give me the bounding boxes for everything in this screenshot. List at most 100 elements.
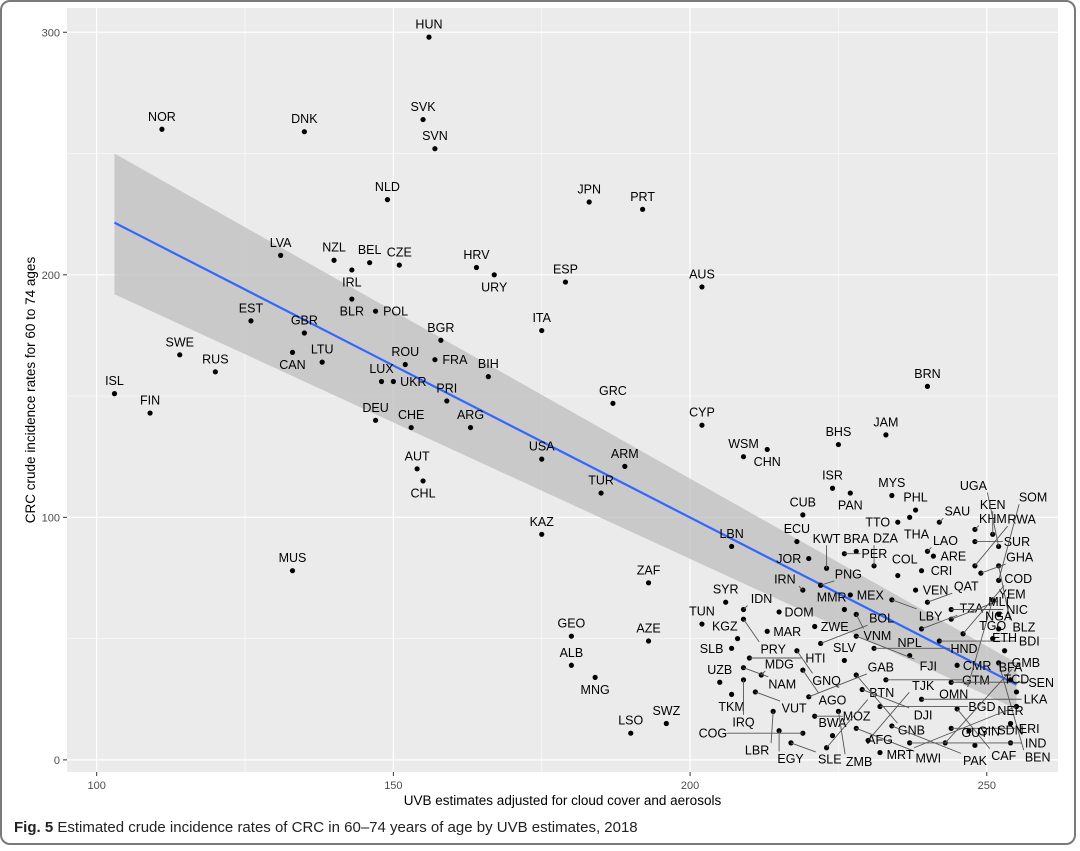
point-label-mrt: MRT bbox=[887, 748, 914, 762]
data-point-mar bbox=[764, 628, 770, 634]
x-tick-label: 100 bbox=[87, 780, 105, 792]
leader-line-pry bbox=[743, 618, 760, 643]
data-point-mus bbox=[289, 568, 296, 574]
point-label-irn: IRN bbox=[774, 573, 796, 587]
data-point-syr bbox=[723, 599, 729, 605]
data-point-cmr bbox=[954, 662, 960, 668]
point-label-irl: IRL bbox=[342, 275, 362, 289]
point-label-lby: LBY bbox=[919, 609, 943, 623]
data-point-phl bbox=[912, 507, 919, 513]
point-label-nic: NIC bbox=[1006, 603, 1028, 617]
point-label-cze: CZE bbox=[387, 246, 412, 260]
point-label-aut: AUT bbox=[405, 449, 430, 463]
leader-line-irn bbox=[798, 585, 804, 591]
data-point-lux bbox=[378, 378, 385, 385]
data-point-rus bbox=[212, 369, 218, 375]
point-label-nzl: NZL bbox=[322, 241, 346, 255]
point-label-dza: DZA bbox=[873, 532, 899, 546]
leader-line-qat bbox=[927, 592, 953, 603]
data-point-ita bbox=[539, 327, 545, 334]
data-point-slv bbox=[841, 657, 847, 664]
leader-line-omn bbox=[967, 599, 994, 688]
point-label-geo: GEO bbox=[558, 617, 586, 631]
point-label-phl: PHL bbox=[903, 491, 927, 505]
point-label-sen: SEN bbox=[1028, 676, 1054, 690]
point-label-dom: DOM bbox=[785, 605, 814, 619]
point-label-btn: BTN bbox=[869, 686, 894, 700]
point-label-zaf: ZAF bbox=[637, 563, 661, 577]
leader-line-sau bbox=[938, 517, 944, 523]
data-point-ven bbox=[912, 587, 919, 593]
data-point-usa bbox=[539, 456, 545, 462]
data-point-pri bbox=[444, 398, 450, 404]
point-label-gin: GIN bbox=[978, 724, 1000, 738]
point-label-cmr: CMR bbox=[963, 659, 991, 673]
x-axis-title: UVB estimates adjusted for cloud cover a… bbox=[404, 793, 722, 808]
point-label-tjk: TJK bbox=[912, 679, 935, 693]
point-label-uzb: UZB bbox=[707, 663, 732, 677]
point-label-swz: SWZ bbox=[652, 704, 680, 718]
leader-line-ben bbox=[998, 662, 1025, 751]
point-label-rou: ROU bbox=[391, 345, 419, 359]
point-label-gab: GAB bbox=[868, 660, 894, 674]
data-point-isl bbox=[111, 391, 118, 397]
data-point-rou bbox=[402, 361, 408, 368]
regression-line bbox=[113, 221, 1017, 686]
leader-line-cod bbox=[962, 585, 1005, 635]
point-label-are: ARE bbox=[941, 550, 967, 564]
point-label-tkm: TKM bbox=[718, 700, 744, 714]
data-point-lbn bbox=[729, 543, 735, 550]
point-label-kgz: KGZ bbox=[712, 619, 738, 633]
data-point-ner bbox=[1007, 720, 1014, 727]
data-point-esp bbox=[562, 279, 569, 285]
point-label-irq: IRQ bbox=[732, 715, 755, 729]
point-label-jor: JOR bbox=[776, 552, 801, 566]
point-label-gha: GHA bbox=[1006, 551, 1034, 565]
point-label-fji: FJI bbox=[920, 660, 937, 674]
point-label-omn: OMN bbox=[939, 688, 968, 702]
point-label-ukr: UKR bbox=[400, 375, 426, 389]
point-label-ven: VEN bbox=[923, 584, 949, 598]
point-label-lka: LKA bbox=[1024, 693, 1048, 707]
point-label-fra: FRA bbox=[442, 353, 468, 367]
point-label-jam: JAM bbox=[873, 415, 898, 429]
point-label-alb: ALB bbox=[560, 646, 584, 660]
point-label-cog: COG bbox=[699, 727, 727, 741]
data-point-bel bbox=[367, 260, 373, 266]
data-point-swz bbox=[663, 720, 669, 727]
leader-line-vnm bbox=[855, 614, 864, 629]
point-label-ita: ITA bbox=[532, 311, 551, 325]
point-label-mli: MLI bbox=[988, 595, 1009, 609]
point-label-pol: POL bbox=[383, 305, 408, 319]
data-point-gin bbox=[966, 728, 972, 734]
leader-line-mwi bbox=[856, 727, 915, 752]
point-label-jpn: JPN bbox=[577, 183, 601, 197]
figure-caption: Fig. 5 Estimated crude incidence rates o… bbox=[14, 819, 638, 836]
point-label-caf: CAF bbox=[991, 749, 1016, 763]
point-label-aus: AUS bbox=[689, 267, 715, 281]
data-point-ury bbox=[491, 272, 497, 278]
point-label-cub: CUB bbox=[790, 495, 816, 509]
data-point-ecu bbox=[794, 538, 800, 545]
point-label-eri: ERI bbox=[1019, 722, 1040, 736]
data-point-cze bbox=[396, 262, 402, 268]
point-label-sdn: SDN bbox=[997, 723, 1023, 737]
data-point-aze bbox=[645, 638, 652, 644]
point-label-hrv: HRV bbox=[463, 248, 490, 262]
data-point-cub bbox=[800, 512, 806, 518]
point-label-tun: TUN bbox=[689, 605, 715, 619]
point-label-gmb: GMB bbox=[1012, 656, 1040, 670]
data-point-cyp bbox=[699, 422, 705, 428]
point-label-ecu: ECU bbox=[784, 522, 810, 536]
point-label-prt: PRT bbox=[630, 190, 655, 204]
point-label-lux: LUX bbox=[369, 362, 394, 376]
point-label-qat: QAT bbox=[954, 580, 979, 594]
data-point-bra bbox=[853, 548, 859, 554]
point-label-aze: AZE bbox=[636, 622, 660, 636]
point-label-ken: KEN bbox=[980, 498, 1006, 512]
data-point-ltu bbox=[319, 359, 325, 365]
point-label-esp: ESP bbox=[553, 263, 578, 277]
leader-line-png bbox=[820, 580, 835, 586]
leader-line-pak bbox=[891, 725, 962, 754]
